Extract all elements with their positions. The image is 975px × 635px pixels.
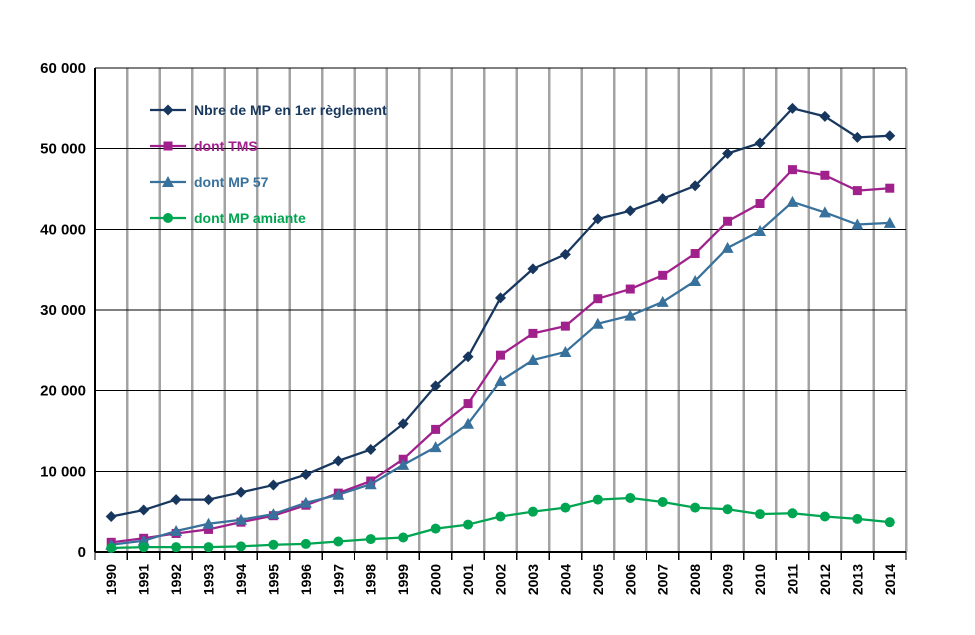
chart-legend: Nbre de MP en 1er règlement dont TMS don… bbox=[148, 98, 387, 230]
legend-marker-diamond-icon bbox=[150, 104, 186, 116]
x-axis-label: 1994 bbox=[233, 564, 249, 595]
legend-item-mp-total: Nbre de MP en 1er règlement bbox=[148, 98, 387, 122]
x-axis-label: 2007 bbox=[655, 564, 671, 595]
series-mp57 bbox=[105, 195, 896, 550]
x-axis-label: 2014 bbox=[882, 564, 898, 595]
x-axis-label: 1990 bbox=[103, 564, 119, 595]
legend-label-mp-total: Nbre de MP en 1er règlement bbox=[194, 102, 387, 118]
y-axis-labels: 0 10 000 20 000 30 000 40 000 50 000 60 000 bbox=[40, 60, 86, 561]
horizontal-gridlines bbox=[95, 67, 906, 553]
legend-item-amiante: dont MP amiante bbox=[148, 206, 387, 230]
legend-marker-square-icon bbox=[150, 141, 186, 151]
legend-label-amiante: dont MP amiante bbox=[194, 210, 306, 226]
x-axis-label: 1999 bbox=[395, 564, 411, 595]
x-axis-label: 2009 bbox=[720, 564, 736, 595]
series-amiante bbox=[106, 492, 895, 553]
y-axis-label: 0 bbox=[78, 544, 86, 561]
y-axis-label: 10 000 bbox=[40, 463, 86, 480]
x-axis-label: 2010 bbox=[752, 564, 768, 595]
x-axis-label: 1993 bbox=[201, 564, 217, 595]
legend-label-tms: dont TMS bbox=[194, 138, 258, 154]
legend-item-mp57: dont MP 57 bbox=[148, 170, 387, 194]
x-axis-label: 1996 bbox=[298, 564, 314, 595]
legend-label-mp57: dont MP 57 bbox=[194, 174, 269, 190]
x-axis-label: 2012 bbox=[817, 564, 833, 595]
series-mp-total bbox=[105, 102, 896, 523]
axes bbox=[94, 68, 906, 553]
x-axis-label: 2011 bbox=[784, 564, 800, 595]
x-axis-labels: 1990 1991 1992 1993 1994 1995 1996 1997 1998 1999… bbox=[103, 564, 898, 595]
x-axis-label: 2005 bbox=[590, 564, 606, 595]
y-axis-label: 30 000 bbox=[40, 302, 86, 319]
legend-marker-triangle-icon bbox=[150, 176, 186, 187]
x-axis-label: 1997 bbox=[330, 564, 346, 595]
x-axis-label: 1992 bbox=[168, 564, 184, 595]
y-axis-label: 20 000 bbox=[40, 383, 86, 400]
x-axis-label: 1998 bbox=[363, 564, 379, 595]
x-axis-label: 2006 bbox=[622, 564, 638, 595]
x-axis-label: 2001 bbox=[460, 564, 476, 595]
x-axis-ticks bbox=[94, 552, 907, 560]
legend-marker-circle-icon bbox=[150, 213, 186, 223]
y-axis-label: 50 000 bbox=[40, 141, 86, 158]
x-axis-label: 2000 bbox=[428, 564, 444, 595]
legend-item-tms: dont TMS bbox=[148, 134, 387, 158]
x-axis-label: 2003 bbox=[525, 564, 541, 595]
x-axis-label: 2004 bbox=[557, 564, 573, 595]
x-axis-label: 1995 bbox=[265, 564, 281, 595]
y-axis-label: 60 000 bbox=[40, 60, 86, 77]
x-axis-label: 2002 bbox=[493, 564, 509, 595]
x-axis-label: 2013 bbox=[849, 564, 865, 595]
y-axis-label: 40 000 bbox=[40, 221, 86, 238]
x-axis-label: 1991 bbox=[136, 564, 152, 595]
x-axis-label: 2008 bbox=[687, 564, 703, 595]
